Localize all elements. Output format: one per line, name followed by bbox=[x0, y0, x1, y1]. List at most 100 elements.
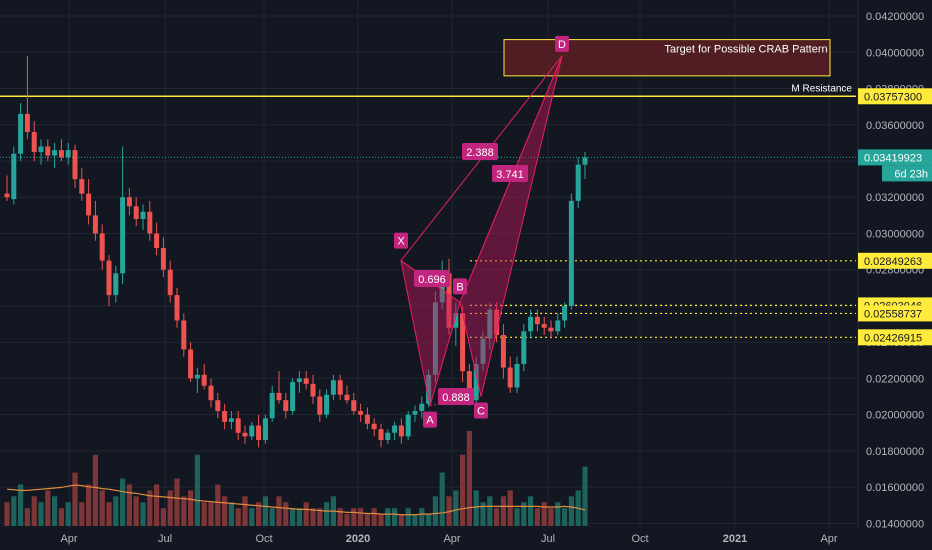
volume-bar bbox=[439, 472, 445, 526]
candle-body bbox=[432, 302, 438, 375]
candle-body bbox=[235, 418, 241, 433]
y-tick-label: 0.01600000 bbox=[866, 482, 924, 494]
volume-bar bbox=[521, 502, 527, 526]
ratio-label: 3.741 bbox=[496, 169, 524, 181]
volume-bar bbox=[317, 508, 323, 526]
candle-body bbox=[378, 429, 384, 441]
volume-bar bbox=[72, 472, 78, 526]
volume-bar bbox=[235, 508, 241, 526]
volume-bar bbox=[194, 454, 200, 526]
volume-bar bbox=[453, 490, 459, 526]
volume-bar bbox=[242, 496, 248, 526]
candles bbox=[4, 55, 588, 448]
volume-bar bbox=[371, 508, 377, 526]
candle-body bbox=[473, 363, 479, 401]
candle-body bbox=[133, 206, 139, 219]
candle-body bbox=[446, 273, 452, 328]
candle-body bbox=[24, 113, 30, 133]
volume-bar bbox=[487, 496, 493, 526]
y-tick-label: 0.04000000 bbox=[866, 47, 924, 59]
candle-body bbox=[568, 200, 574, 306]
volume-bar bbox=[283, 502, 289, 526]
candle-body bbox=[208, 385, 214, 401]
volume-bar bbox=[4, 502, 10, 526]
candle-body bbox=[364, 414, 370, 424]
volume-bar bbox=[140, 502, 146, 526]
candle-body bbox=[72, 150, 78, 180]
volume-bar bbox=[378, 514, 384, 526]
pattern-point-badge bbox=[555, 35, 569, 52]
pattern-point-badge bbox=[453, 278, 467, 295]
candle-body bbox=[466, 371, 472, 401]
volume-bar bbox=[126, 484, 132, 526]
volume-bar bbox=[215, 484, 221, 526]
volume-bar bbox=[167, 490, 173, 526]
x-tick-label: Oct bbox=[255, 533, 272, 545]
ratio-label: 2.388 bbox=[466, 147, 494, 159]
candle-body bbox=[419, 403, 425, 412]
candle-body bbox=[58, 150, 64, 158]
candle-body bbox=[521, 331, 527, 364]
candle-body bbox=[174, 295, 180, 321]
x-tick-label: Jul bbox=[158, 533, 172, 545]
volume-bar bbox=[541, 502, 547, 526]
volume-bar bbox=[303, 502, 309, 526]
volume-bar bbox=[290, 508, 296, 526]
price-tags: 0.037573000.034199230.028492630.02603046… bbox=[858, 88, 932, 346]
ratio-badge bbox=[414, 270, 450, 287]
volume-bar bbox=[555, 502, 561, 526]
volume-bar bbox=[147, 490, 153, 526]
moving-average bbox=[6, 484, 586, 516]
volume-bar bbox=[154, 484, 160, 526]
candle-body bbox=[541, 324, 547, 328]
candle-body bbox=[507, 367, 513, 388]
volume-bar bbox=[405, 508, 411, 526]
volume-bar bbox=[412, 514, 418, 526]
candle-body bbox=[215, 400, 221, 412]
pattern-point-badge bbox=[474, 402, 488, 419]
y-tick-label: 0.02200000 bbox=[866, 373, 924, 385]
ratio-label: 0.696 bbox=[418, 274, 446, 286]
candle-body bbox=[385, 432, 391, 441]
candle-body bbox=[555, 320, 561, 332]
x-axis: Apr Jul Oct 2020 Apr Jul Oct 2021 Apr bbox=[60, 533, 837, 545]
volume-bar bbox=[133, 496, 139, 526]
candle-body bbox=[167, 269, 173, 296]
candle-body bbox=[4, 193, 10, 198]
resistance-label: M Resistance bbox=[791, 83, 852, 94]
pattern-point-label: C bbox=[477, 406, 485, 418]
candle-body bbox=[120, 197, 126, 274]
volume-bar bbox=[11, 496, 17, 526]
volume-bar bbox=[262, 496, 268, 526]
candle-body bbox=[528, 316, 534, 332]
candle-body bbox=[262, 418, 268, 441]
volume-bar bbox=[99, 490, 105, 526]
volume-bar bbox=[534, 508, 540, 526]
y-tick-label: 0.03000000 bbox=[866, 228, 924, 240]
y-tick-label: 0.02000000 bbox=[866, 410, 924, 422]
candle-body bbox=[188, 349, 194, 379]
price-tag-label: 0.02849263 bbox=[864, 256, 922, 268]
ratio-label: 0.888 bbox=[442, 392, 470, 404]
volume-bar bbox=[269, 508, 275, 526]
candle-body bbox=[344, 394, 350, 401]
candle-body bbox=[147, 211, 153, 234]
pattern-point-badge bbox=[423, 411, 437, 428]
candle-body bbox=[460, 313, 466, 372]
volume-bar bbox=[38, 502, 44, 526]
volume-bar bbox=[358, 508, 364, 526]
countdown-bg bbox=[882, 165, 932, 182]
volume-bar bbox=[79, 502, 85, 526]
volume-bar bbox=[324, 502, 330, 526]
candle-body bbox=[290, 382, 296, 412]
candle-body bbox=[99, 233, 105, 261]
volume-bar bbox=[31, 496, 37, 526]
candle-body bbox=[575, 164, 581, 201]
volume-bar bbox=[52, 496, 58, 526]
volume-bar bbox=[58, 508, 64, 526]
volume-bar bbox=[364, 514, 370, 526]
y-tick-label: 0.04200000 bbox=[866, 11, 924, 23]
volume-bar bbox=[494, 508, 500, 526]
